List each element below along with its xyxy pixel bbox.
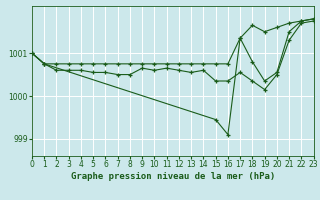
X-axis label: Graphe pression niveau de la mer (hPa): Graphe pression niveau de la mer (hPa): [71, 172, 275, 181]
